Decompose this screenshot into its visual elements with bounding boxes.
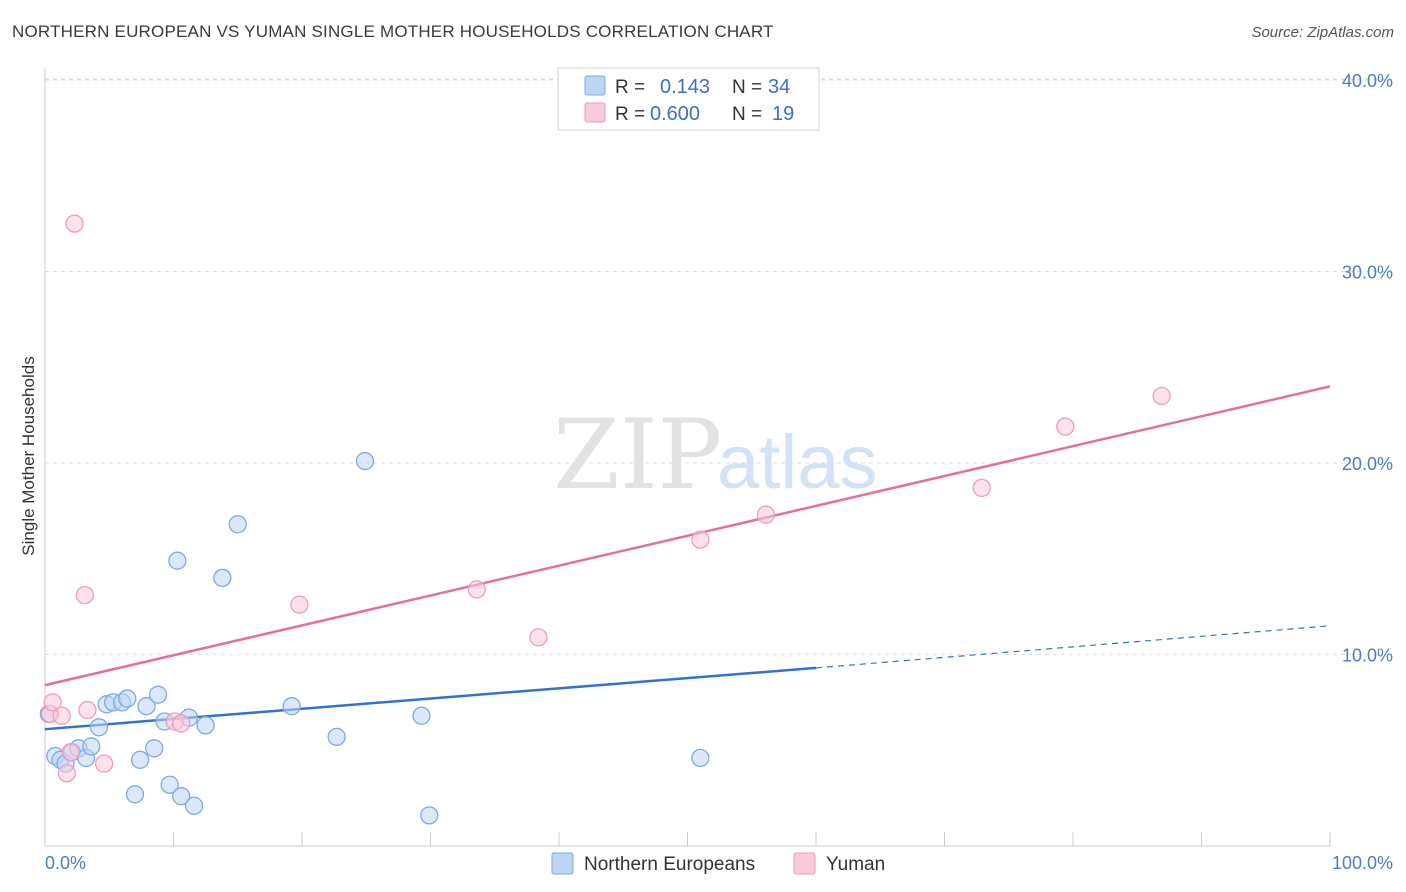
watermark-atlas: atlas (717, 420, 878, 505)
point-yuman-4 (61, 743, 80, 762)
point-northern-europeans-30 (412, 706, 431, 725)
watermark-zip: ZIP (553, 399, 722, 511)
point-yuman-10 (172, 714, 191, 733)
point-northern-europeans-15 (137, 697, 156, 716)
point-northern-europeans-16 (145, 739, 164, 758)
point-yuman-12 (467, 580, 486, 599)
point-yuman-13 (529, 628, 548, 647)
point-yuman-14 (691, 530, 710, 549)
legend-n-value-blue: 34 (768, 76, 790, 98)
series-legend: Northern Europeans Yuman (551, 852, 885, 875)
point-northern-europeans-12 (118, 689, 137, 708)
legend-r-value-pink: 0.600 (650, 103, 700, 125)
point-northern-europeans-32 (691, 748, 710, 768)
point-yuman-7 (78, 700, 97, 720)
source-credit: Source: ZipAtlas.com (1251, 24, 1394, 41)
y-axis-label: Single Mother Households (19, 356, 38, 555)
point-northern-europeans-8 (89, 718, 109, 737)
point-northern-europeans-14 (130, 750, 150, 769)
stats-legend: R = 0.143 N = 34 R = 0.600 N = 19 (557, 67, 820, 131)
point-yuman-18 (1152, 386, 1171, 406)
legend-swatch-pink (584, 102, 606, 123)
chart-title: NORTHERN EUROPEAN VS YUMAN SINGLE MOTHER… (12, 22, 774, 41)
legend-swatch-blue (584, 75, 606, 96)
y-tick-label-30: 30.0% (1342, 263, 1393, 283)
x-axis-tick-labels: 0.0% 100.0% (45, 853, 1393, 873)
legend-n-value-pink: 19 (772, 103, 794, 125)
legend-r-value-blue: 0.143 (660, 76, 710, 98)
point-northern-europeans-21 (172, 787, 191, 806)
legend-r-label-pink: R = (615, 104, 645, 125)
series-legend-label-northern-europeans: Northern Europeans (584, 854, 755, 875)
y-tick-label-10: 10.0% (1342, 646, 1393, 666)
point-yuman-8 (94, 754, 114, 773)
point-yuman-15 (756, 505, 776, 524)
series-legend-swatch-yuman (793, 852, 816, 875)
point-yuman-2 (52, 706, 71, 725)
grid-lines (45, 78, 1392, 655)
point-northern-europeans-23 (184, 796, 204, 815)
point-yuman-17 (1056, 417, 1075, 436)
point-northern-europeans-31 (420, 806, 439, 825)
legend-r-label-blue: R = (615, 77, 645, 98)
series-legend-swatch-northern-europeans (551, 852, 574, 875)
point-northern-europeans-27 (282, 697, 301, 716)
point-northern-europeans-20 (168, 551, 187, 570)
point-northern-europeans-25 (213, 568, 232, 588)
point-northern-europeans-7 (82, 737, 101, 756)
y-axis-tick-labels: 10.0% 20.0% 30.0% 40.0% (1342, 71, 1393, 666)
point-yuman-11 (290, 595, 309, 614)
point-northern-europeans-26 (228, 515, 247, 534)
point-yuman-3 (57, 764, 76, 783)
point-northern-europeans-19 (160, 775, 179, 794)
trend-line-northern-europeans-extension (815, 625, 1331, 669)
series-yuman-points (40, 214, 1171, 783)
x-tick-label-100: 100.0% (1332, 853, 1393, 873)
legend-n-label-pink: N = (732, 104, 762, 125)
point-northern-europeans-29 (355, 451, 375, 471)
point-yuman-5 (65, 214, 84, 233)
legend-n-label-blue: N = (732, 77, 762, 98)
point-yuman-1 (43, 693, 62, 712)
x-tick-label-0: 0.0% (45, 853, 86, 873)
y-tick-label-40: 40.0% (1342, 71, 1393, 91)
point-yuman-6 (75, 585, 94, 605)
point-northern-europeans-24 (196, 716, 215, 735)
trend-line-yuman (44, 385, 1331, 687)
point-northern-europeans-17 (148, 685, 168, 704)
x-axis-ticks (173, 832, 1331, 846)
point-northern-europeans-28 (327, 727, 346, 746)
series-legend-label-yuman: Yuman (826, 854, 885, 875)
point-northern-europeans-13 (125, 785, 145, 804)
point-yuman-16 (972, 478, 991, 498)
watermark: ZIP atlas (553, 399, 878, 511)
y-tick-label-20: 20.0% (1342, 454, 1393, 474)
